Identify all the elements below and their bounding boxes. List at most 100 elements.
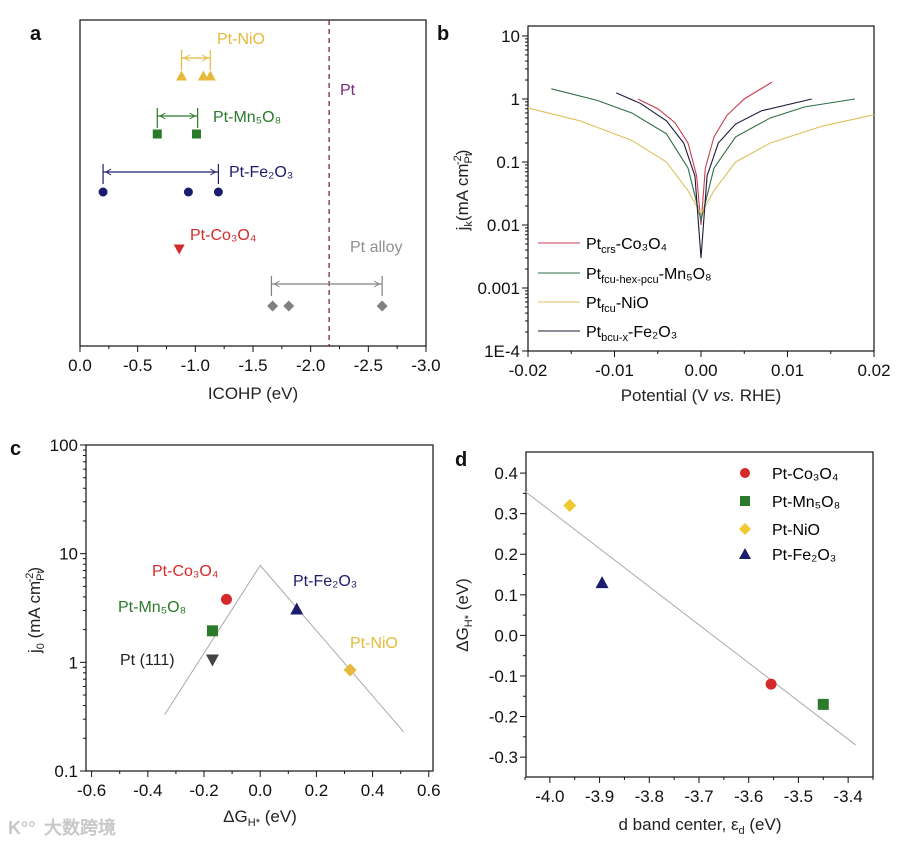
- panel-b-xlabel: Potential (V vs. RHE): [621, 386, 782, 405]
- panel-letter-a: a: [30, 23, 42, 45]
- panel-d-xtick-label: -3.4: [833, 787, 862, 806]
- panel-a-xlabel: ICOHP (eV): [208, 384, 298, 403]
- curve-1: [551, 88, 856, 221]
- panel-c-ytick-label: 100: [50, 436, 78, 455]
- panel-d-ytick-label: -0.1: [489, 667, 518, 686]
- arrow-head: [105, 168, 112, 176]
- panel-a-label-alloy: Pt alloy: [350, 239, 402, 256]
- panel-b-ytick-label: 0.1: [496, 153, 520, 172]
- data-point: [376, 300, 388, 312]
- panel-a-label-nio: Pt-NiO: [217, 31, 265, 48]
- panel-c-ytick-label: 10: [59, 545, 78, 564]
- panel-d-ytick-label: 0.1: [494, 586, 518, 605]
- panel-b-xtick-label: -0.01: [595, 361, 634, 380]
- panel-letter-c: c: [10, 438, 21, 460]
- panel-letter-d: d: [455, 449, 467, 471]
- panel-c-label-mn5o8: Pt-Mn₅O₈: [118, 599, 186, 616]
- panel-c-xtick-label: 0.2: [305, 781, 329, 800]
- panel-c-xtick-label: 0.0: [248, 781, 272, 800]
- chart-marks: 0.0 -0.5 -1.0 -1.5 -2.0 -2.5 -3.0 -0.02 -0.01 0.0…: [50, 19, 891, 806]
- legend-marker: [739, 523, 751, 535]
- data-point: [765, 678, 777, 690]
- panel-d-legend-co3o4: Pt-Co₃O₄: [772, 466, 838, 483]
- data-point: [152, 129, 162, 139]
- arrow-head: [373, 280, 381, 288]
- panel-d-xtick-label: -3.8: [635, 787, 664, 806]
- curve-0: [637, 81, 773, 226]
- legend-label-fe2o3: Ptbcu-x-Fe₂O₃: [586, 324, 677, 344]
- panel-d-ytick-label: 0.3: [494, 505, 518, 524]
- panel-c-ytick-label: 1: [69, 653, 78, 672]
- panel-d-xtick-label: -3.7: [684, 787, 713, 806]
- panel-d-ytick-label: 0.4: [494, 464, 518, 483]
- data-point: [343, 663, 357, 677]
- panel-d-ytick-label: 0.2: [494, 545, 518, 564]
- panel-a-frame: [79, 19, 427, 347]
- arrow-head: [183, 54, 190, 62]
- panel-c-label-fe2o3: Pt-Fe₂O₃: [293, 573, 357, 590]
- watermark-logo: K°°: [8, 818, 35, 838]
- panel-a-label-pt: Pt: [340, 82, 356, 99]
- panel-d-xtick-label: -3.6: [734, 787, 763, 806]
- data-point: [283, 300, 295, 312]
- panel-c-label-nio: Pt-NiO: [350, 635, 398, 652]
- data-point: [595, 576, 609, 589]
- panel-b-ytick-label: 1: [511, 90, 520, 109]
- panel-b-xtick-label: 0.00: [684, 361, 717, 380]
- panel-b-ytick-label: 1E-4: [484, 342, 520, 361]
- panel-a-label-mn5o8: Pt-Mn₅O₈: [213, 109, 281, 126]
- arrow-head: [202, 54, 209, 62]
- legend-marker: [740, 468, 750, 478]
- panel-d-xtick-label: -3.9: [585, 787, 614, 806]
- panel-d-ytick-label: -0.3: [489, 748, 518, 767]
- arrow-head: [273, 280, 280, 288]
- legend-label-co3o4: Ptcrs-Co₃O₄: [586, 236, 667, 256]
- panel-a-label-co3o4: Pt-Co₃O₄: [190, 227, 256, 244]
- panel-b-xtick-label: -0.02: [509, 361, 548, 380]
- panel-d-legend-fe2o3: Pt-Fe₂O₃: [772, 547, 836, 564]
- panel-d-ytick-label: -0.2: [489, 708, 518, 727]
- panel-b-ylabel: jk(mA cmPt-2): [452, 150, 475, 232]
- watermark-text: 大数跨境: [44, 817, 116, 838]
- legend-marker: [740, 496, 750, 506]
- panel-d-legend-mn5o8: Pt-Mn₅O₈: [772, 494, 840, 511]
- fit-line: [524, 490, 856, 746]
- panel-d-legend-nio: Pt-NiO: [772, 522, 820, 539]
- panel-a-xtick-label: -3.0: [411, 356, 440, 375]
- data-point: [817, 698, 829, 710]
- panel-a-xtick-label: -2.5: [354, 356, 383, 375]
- data-point: [220, 593, 232, 605]
- panel-a-xtick-label: -1.5: [238, 356, 267, 375]
- volcano-line: [164, 564, 404, 733]
- watermark: K°° 大数跨境: [8, 817, 116, 838]
- data-point: [267, 300, 279, 312]
- panel-b-xtick-label: 0.02: [857, 361, 890, 380]
- panel-b-ytick-label: 0.001: [477, 279, 520, 298]
- curve-2: [527, 107, 875, 216]
- panel-c-xtick-label: -0.4: [133, 781, 162, 800]
- panel-b-legend: Ptcrs-Co₃O₄ Ptfcu-hex-pcu-Mn₅O₈ Ptfcu-Ni…: [538, 236, 712, 344]
- data-point: [290, 602, 304, 615]
- panel-c-xtick-label: 0.4: [361, 781, 385, 800]
- legend-label-nio: Ptfcu-NiO: [586, 295, 649, 315]
- panel-d-xtick-label: -3.5: [784, 787, 813, 806]
- panel-a-xtick-label: 0.0: [68, 356, 92, 375]
- curve-3: [616, 92, 812, 258]
- panel-b-ytick-label: 0.01: [487, 216, 520, 235]
- panel-a-xtick-label: -0.5: [123, 356, 152, 375]
- panel-a-xtick-label: -2.0: [296, 356, 325, 375]
- panel-c-xtick-label: -0.6: [77, 781, 106, 800]
- arrow-head: [189, 112, 196, 120]
- panel-c-xtick-label: -0.2: [189, 781, 218, 800]
- panel-c-label-co3o4: Pt-Co₃O₄: [152, 563, 218, 580]
- data-point: [175, 70, 187, 81]
- arrow-head: [210, 168, 217, 176]
- panel-d-ytick-label: 0.0: [494, 626, 518, 645]
- data-point: [563, 499, 577, 513]
- panel-c-xlabel: ΔGH* (eV): [223, 807, 297, 829]
- panel-c-frame: [85, 444, 434, 772]
- panel-c-ytick-label: 0.1: [54, 762, 78, 781]
- panel-c-label-pt111: Pt (111): [120, 652, 175, 669]
- data-point: [191, 129, 201, 139]
